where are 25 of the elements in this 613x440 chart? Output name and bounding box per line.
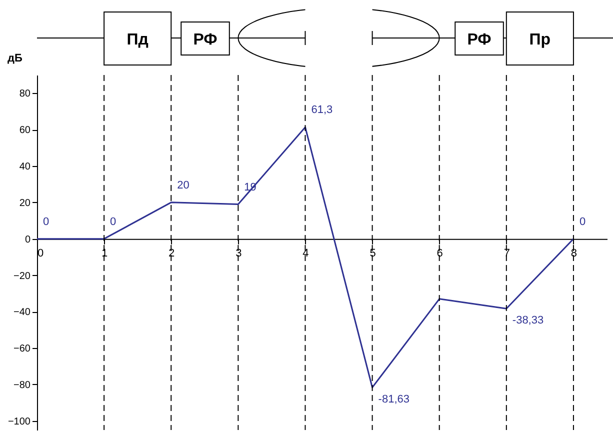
data-label: 0 [43,216,50,228]
y-tick-label: 0 [24,234,31,246]
y-tick-label: −20 [14,270,31,282]
y-tick-label: −40 [14,307,31,318]
y-tick-label: 20 [19,198,31,209]
y-tick-label: −60 [14,344,31,355]
x-tick-label: 2 [168,247,175,260]
y-tick-label: −80 [14,380,31,391]
x-tick-label: 4 [302,247,309,260]
y-tick-label: −100 [8,416,31,428]
x-tick-label: 3 [236,247,242,260]
x-tick-label: 5 [370,247,376,260]
data-label: 20 [177,179,190,192]
data-label: -81,63 [378,393,410,406]
y-axis-title: дБ [8,52,22,64]
y-tick-label: 40 [19,162,31,173]
data-label: 61,3 [311,104,333,116]
y-tick-label: 80 [19,88,31,100]
line-series [36,126,574,388]
data-label: -38,33 [512,314,544,327]
data-label: 0 [579,216,586,228]
data-label: 0 [110,216,116,228]
y-tick-label: 60 [19,125,31,136]
x-tick-label: 0 [38,247,44,260]
x-tick-label: 8 [570,247,578,260]
